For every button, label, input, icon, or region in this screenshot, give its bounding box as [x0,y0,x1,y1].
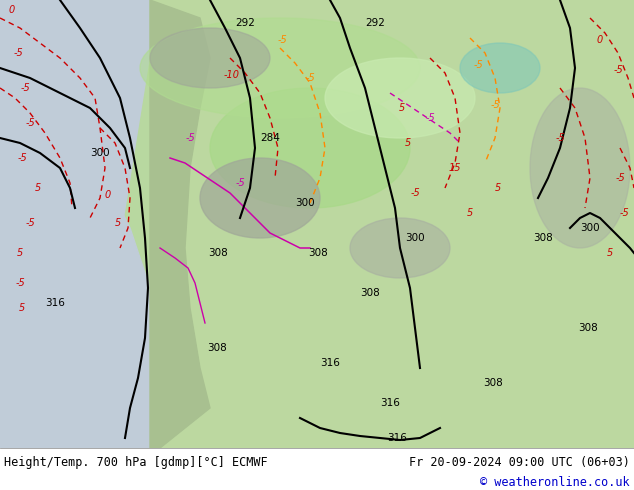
Text: -5: -5 [17,153,27,163]
Text: -5: -5 [410,188,420,198]
Ellipse shape [210,88,410,208]
Text: -10: -10 [224,70,240,80]
Text: 308: 308 [533,233,553,243]
Text: 5: 5 [607,248,613,258]
Ellipse shape [140,18,420,118]
Text: 5: 5 [35,183,41,193]
Polygon shape [120,0,634,448]
Text: 292: 292 [235,18,255,28]
Text: 308: 308 [308,248,328,258]
Text: -5: -5 [185,133,195,143]
Text: -5: -5 [25,218,35,228]
Text: -5: -5 [305,73,315,83]
Text: -5: -5 [425,113,435,123]
Text: 308: 308 [483,378,503,388]
Text: -5: -5 [490,100,500,110]
Text: 308: 308 [360,288,380,298]
Text: -5: -5 [615,173,625,183]
Text: 5: 5 [495,183,501,193]
Ellipse shape [460,43,540,93]
Text: 5: 5 [115,218,121,228]
Text: -5: -5 [473,60,483,70]
Text: 300: 300 [295,198,315,208]
Text: 5: 5 [19,303,25,313]
Text: 316: 316 [45,298,65,308]
Text: 5: 5 [405,138,411,148]
Text: 284: 284 [260,133,280,143]
Text: 300: 300 [405,233,425,243]
Text: -5: -5 [25,118,35,128]
Ellipse shape [325,58,475,138]
Text: 316: 316 [380,398,400,408]
Text: © weatheronline.co.uk: © weatheronline.co.uk [481,476,630,489]
Text: -5: -5 [613,65,623,75]
Text: 5: 5 [17,248,23,258]
Text: -5: -5 [20,83,30,93]
Text: 308: 308 [578,323,598,333]
Ellipse shape [530,88,630,248]
Text: 15: 15 [449,163,462,173]
Polygon shape [0,0,170,448]
Text: -5: -5 [555,133,565,143]
Text: 5: 5 [467,208,473,218]
Text: -5: -5 [13,48,23,58]
Text: 300: 300 [580,223,600,233]
Text: -5: -5 [277,35,287,45]
Ellipse shape [200,158,320,238]
Bar [150,0,634,448]
Text: Fr 20-09-2024 09:00 UTC (06+03): Fr 20-09-2024 09:00 UTC (06+03) [409,456,630,469]
Text: 308: 308 [208,248,228,258]
Polygon shape [150,0,210,448]
Text: 0: 0 [105,190,111,200]
Ellipse shape [150,28,270,88]
Ellipse shape [350,218,450,278]
Text: -5: -5 [15,278,25,288]
Text: 0: 0 [9,5,15,15]
Text: 316: 316 [320,358,340,368]
Text: 316: 316 [387,433,407,443]
Text: -5: -5 [619,208,629,218]
Text: 5: 5 [399,103,405,113]
Text: -5: -5 [235,178,245,188]
Text: 308: 308 [207,343,227,353]
Text: 300: 300 [90,148,110,158]
Text: 292: 292 [365,18,385,28]
Text: Height/Temp. 700 hPa [gdmp][°C] ECMWF: Height/Temp. 700 hPa [gdmp][°C] ECMWF [4,456,268,469]
Text: 0: 0 [597,35,603,45]
